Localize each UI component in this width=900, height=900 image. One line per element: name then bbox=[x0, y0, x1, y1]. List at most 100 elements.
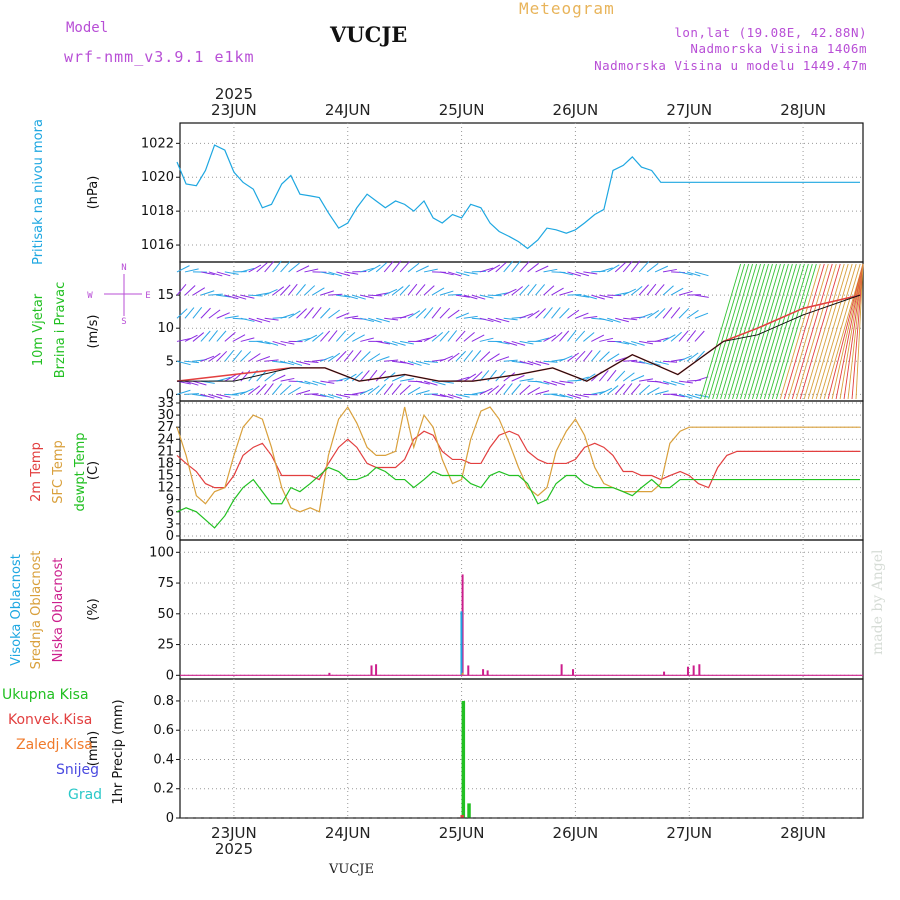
wind-barb bbox=[415, 265, 429, 273]
wind-key-w: W bbox=[87, 291, 93, 301]
wind-barb bbox=[575, 271, 590, 277]
wind-barb bbox=[240, 267, 255, 273]
wind-barb bbox=[519, 360, 534, 366]
wind-barb bbox=[264, 359, 279, 362]
wind-barb bbox=[614, 383, 626, 395]
wind-barb bbox=[343, 350, 354, 362]
cloud-bar bbox=[370, 665, 373, 676]
wind-barb bbox=[748, 263, 789, 400]
wind-barb bbox=[614, 262, 626, 273]
wind-speed-line bbox=[177, 294, 861, 382]
wind-barb bbox=[288, 262, 300, 273]
wind-barb bbox=[700, 263, 742, 400]
wind-barb bbox=[216, 312, 230, 319]
wind-barb bbox=[487, 317, 502, 323]
wind-barb bbox=[463, 350, 474, 362]
wind-barb bbox=[415, 390, 430, 395]
wind-barb bbox=[320, 380, 335, 384]
wind-barb bbox=[280, 360, 295, 366]
wind-barb bbox=[599, 387, 613, 395]
wind-barb bbox=[352, 334, 365, 342]
wind-barb bbox=[391, 383, 402, 395]
pressure-ytick-label: 1016 bbox=[141, 238, 174, 253]
wind-barb bbox=[447, 271, 462, 277]
wind-barb bbox=[535, 265, 549, 273]
wind-barb bbox=[367, 264, 381, 273]
wind-barb bbox=[511, 383, 522, 395]
wind-barb bbox=[296, 389, 311, 395]
wind-barb bbox=[391, 374, 406, 382]
wind-barb bbox=[535, 284, 546, 296]
wind-barb bbox=[176, 284, 187, 296]
cloud-frame bbox=[179, 539, 864, 680]
temperature-ytick-label: 6 bbox=[166, 505, 174, 520]
wind-barb bbox=[615, 317, 629, 323]
top-date-label: 28JUN bbox=[780, 101, 826, 119]
wind-barb bbox=[704, 263, 746, 400]
wind-barb bbox=[216, 330, 227, 342]
wind-barb bbox=[630, 260, 641, 273]
wind-ytick-label: 10 bbox=[157, 321, 174, 336]
precipitation-ytick-label: 0.6 bbox=[153, 723, 174, 738]
wind-barb bbox=[646, 310, 660, 319]
wind-barb bbox=[375, 383, 387, 395]
wind-barb bbox=[447, 352, 460, 362]
temperature-ytick-label: 24 bbox=[157, 432, 174, 447]
wind-barb bbox=[646, 262, 659, 273]
wind-barb bbox=[415, 308, 427, 319]
wind-barb bbox=[763, 263, 805, 400]
wind-barb bbox=[336, 312, 350, 319]
cloud-bar bbox=[461, 574, 464, 676]
wind-barb bbox=[678, 330, 689, 342]
wind-barb bbox=[583, 294, 597, 300]
wind-barb bbox=[694, 376, 709, 382]
wind-barb bbox=[328, 393, 342, 399]
wind-barb bbox=[423, 285, 435, 296]
wind-barb bbox=[200, 393, 215, 399]
wind-barb bbox=[192, 287, 206, 296]
wind-barb bbox=[359, 351, 371, 362]
wind-barb bbox=[392, 340, 406, 346]
wind-barb bbox=[336, 393, 351, 398]
wind-barb bbox=[383, 260, 394, 273]
temp-ylabel-1: SFC Temp bbox=[51, 440, 66, 504]
wind-barb bbox=[232, 350, 243, 362]
wind-barb bbox=[694, 312, 709, 319]
wind-barb bbox=[694, 271, 709, 277]
wind-barb bbox=[678, 380, 693, 384]
wind-barb bbox=[184, 334, 198, 342]
wind-barb bbox=[463, 294, 478, 300]
wind-barb bbox=[208, 293, 223, 296]
wind-barb bbox=[312, 332, 324, 342]
bottom-date-label: 25JUN bbox=[439, 824, 485, 842]
wind-barb bbox=[551, 393, 566, 398]
wind-unit: (m/s) bbox=[86, 315, 101, 349]
bottom-date-label: 24JUN bbox=[325, 824, 371, 842]
meteogram-label: Meteogram bbox=[519, 0, 615, 18]
wind-barb bbox=[567, 393, 581, 399]
pressure-ytick-label: 1020 bbox=[141, 170, 174, 185]
wind-barb bbox=[463, 315, 478, 319]
wind-barb bbox=[224, 373, 238, 382]
wind-barb bbox=[304, 268, 319, 273]
wind-barb bbox=[391, 286, 404, 296]
wind-barb bbox=[200, 330, 211, 342]
wind-barb bbox=[831, 263, 864, 400]
cloud-ylabel-1: Srednja Oblacnost bbox=[29, 551, 44, 670]
wind-barb bbox=[755, 263, 797, 400]
wind-barb bbox=[503, 317, 518, 321]
wind-barb bbox=[678, 290, 693, 296]
wind-barb bbox=[288, 386, 301, 395]
precip-bar bbox=[461, 700, 466, 818]
wind-barb bbox=[575, 312, 589, 319]
wind-barb bbox=[495, 317, 510, 323]
wind-barb bbox=[328, 330, 338, 342]
wind-barb bbox=[583, 332, 595, 342]
wind-barb bbox=[591, 294, 605, 300]
wind-barb bbox=[304, 334, 318, 342]
wind-barb bbox=[479, 294, 494, 299]
wind-barb bbox=[256, 383, 267, 395]
temp-line-1 bbox=[176, 405, 860, 513]
wind-barb bbox=[280, 261, 291, 273]
wind-barb bbox=[407, 310, 421, 319]
